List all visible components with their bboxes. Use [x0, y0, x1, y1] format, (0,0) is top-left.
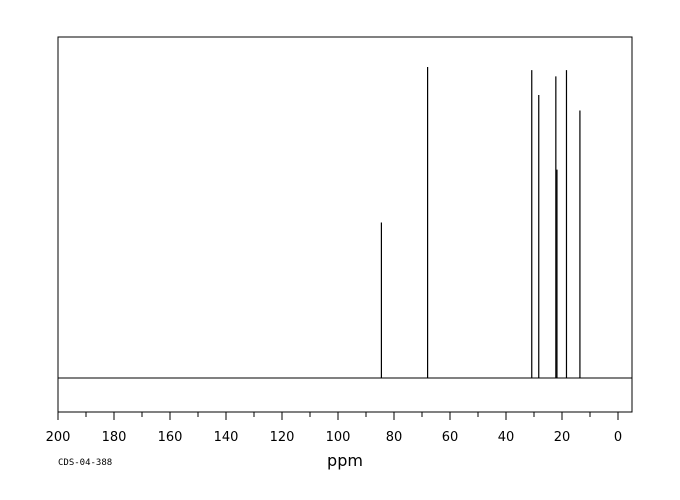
x-tick-label-100: 100 — [326, 430, 351, 445]
plot-frame — [57, 36, 633, 413]
x-tick-label-120: 120 — [270, 430, 295, 445]
x-tick-label-60: 60 — [442, 430, 459, 445]
x-tick-label-200: 200 — [46, 430, 71, 445]
peaks-group — [380, 67, 581, 378]
x-tick-label-80: 80 — [386, 430, 403, 445]
x-tick-label-20: 20 — [554, 430, 571, 445]
x-axis-ticks: 200 180 160 140 120 100 80 60 40 20 0 — [46, 412, 622, 445]
x-tick-label-40: 40 — [498, 430, 515, 445]
x-tick-label-0: 0 — [614, 430, 622, 445]
x-tick-label-140: 140 — [214, 430, 239, 445]
x-axis-title: ppm — [327, 451, 363, 470]
x-tick-label-160: 160 — [158, 430, 183, 445]
spectrum-code: CDS-04-388 — [58, 458, 112, 468]
x-tick-label-180: 180 — [102, 430, 127, 445]
